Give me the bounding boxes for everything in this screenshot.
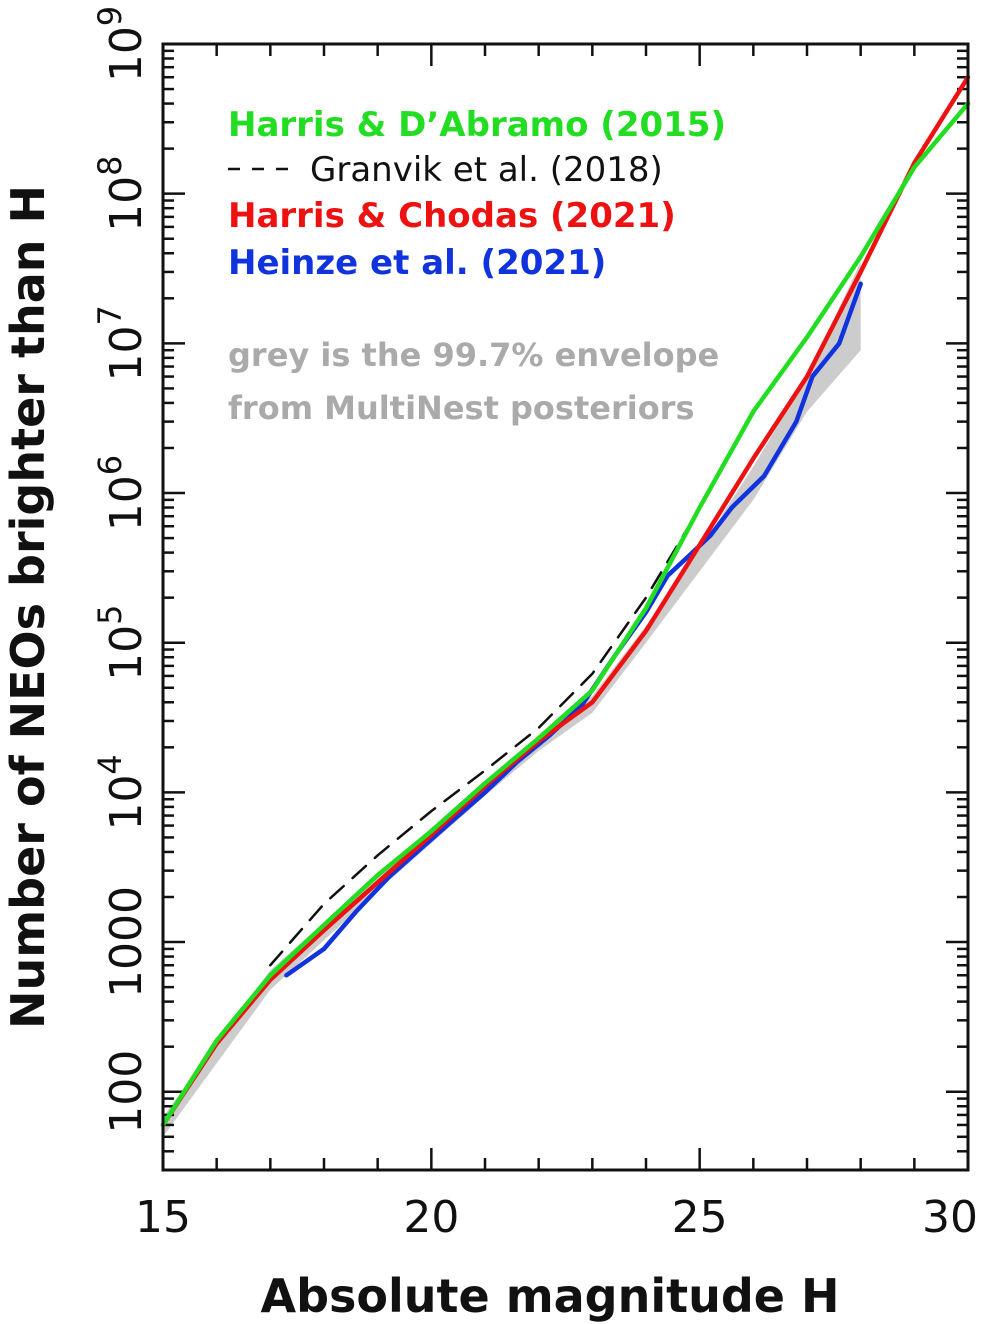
y-tick-label-base: 100 <box>101 1050 152 1134</box>
y-tick-label-base: 10 <box>101 326 152 382</box>
y-tick-label: 1000 <box>101 886 152 998</box>
y-tick-label: 104 <box>91 754 152 830</box>
ticks-layer <box>161 42 970 1172</box>
y-tick-label-exp: 6 <box>91 455 129 475</box>
legend-item-1: Harris & D’Abramo (2015) <box>228 105 726 145</box>
y-tick-label-exp: 9 <box>91 6 129 26</box>
y-tick-label-text: 108 <box>91 155 152 231</box>
y-tick-label: 100 <box>101 1050 152 1134</box>
legend-item-2: Granvik et al. (2018) <box>310 150 663 190</box>
y-tick-label-text: 106 <box>91 455 152 531</box>
y-tick-label-exp: 5 <box>91 605 129 625</box>
x-tick-label: 15 <box>135 1192 191 1243</box>
y-tick-label-base: 10 <box>101 26 152 82</box>
y-tick-label-exp: 4 <box>91 754 129 774</box>
x-tick-label: 30 <box>922 1192 978 1243</box>
y-tick-label-text: 100 <box>101 1050 152 1134</box>
x-tick-labels: 15 20 25 30 <box>135 1192 978 1243</box>
y-tick-label: 106 <box>91 455 152 531</box>
y-tick-label-text: 107 <box>91 305 152 381</box>
legend-item-3: Harris & Chodas (2021) <box>228 196 676 236</box>
y-tick-label: 105 <box>91 605 152 681</box>
x-axis-title: Absolute magnitude H <box>260 1269 839 1323</box>
legend: Harris & D’Abramo (2015) Granvik et al. (… <box>228 105 726 283</box>
y-tick-label-base: 10 <box>101 775 152 831</box>
y-tick-label-text: 109 <box>91 6 152 82</box>
legend-item-4: Heinze et al. (2021) <box>228 243 606 283</box>
series-line-1 <box>160 101 971 1128</box>
envelope-note-line: grey is the 99.7% envelope <box>228 336 719 374</box>
y-tick-label: 108 <box>91 155 152 231</box>
y-tick-label-base: 1000 <box>101 886 152 998</box>
series-line-2 <box>269 524 691 967</box>
y-axis-title: Number of NEOs brighter than H <box>1 185 55 1029</box>
x-tick-label: 20 <box>403 1192 459 1243</box>
y-tick-label: 109 <box>91 6 152 82</box>
y-tick-label-base: 10 <box>101 176 152 232</box>
series-line-3 <box>160 74 971 1128</box>
series-line-4 <box>284 281 863 978</box>
y-tick-label-text: 1000 <box>101 886 152 998</box>
y-tick-label-base: 10 <box>101 625 152 681</box>
envelope-note-line: from MultiNest posteriors <box>228 389 695 427</box>
y-tick-label-exp: 8 <box>91 155 129 175</box>
y-tick-label-base: 10 <box>101 475 152 531</box>
y-tick-label-text: 104 <box>91 754 152 830</box>
y-tick-label: 107 <box>91 305 152 381</box>
y-tick-label-text: 105 <box>91 605 152 681</box>
plot-frame <box>161 42 970 1172</box>
y-tick-label-exp: 7 <box>91 305 129 325</box>
x-tick-label: 25 <box>672 1192 728 1243</box>
envelope-note: grey is the 99.7% envelope from MultiNest… <box>228 336 719 427</box>
series-layer <box>160 74 971 1128</box>
